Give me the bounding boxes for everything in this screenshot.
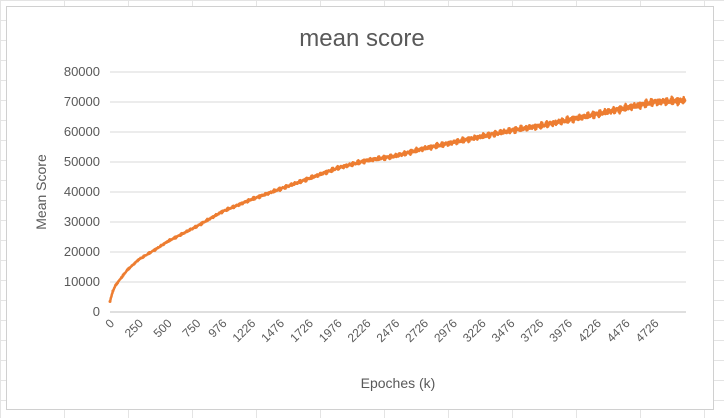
data-point: [120, 276, 124, 279]
data-point: [451, 141, 455, 144]
data-point: [652, 100, 656, 104]
x-tick-label: 1476: [258, 316, 287, 345]
y-tick-label: 10000: [64, 274, 100, 289]
data-point: [566, 118, 570, 122]
x-tick-label: 2976: [431, 316, 460, 345]
data-point: [508, 129, 512, 132]
y-tick-label: 80000: [64, 64, 100, 79]
data-point: [307, 177, 311, 180]
y-tick-label: 40000: [64, 184, 100, 199]
data-point: [422, 147, 426, 150]
x-tick-label: 3476: [489, 316, 518, 345]
x-tick-label: 2226: [345, 316, 374, 345]
x-tick-label: 0: [102, 316, 117, 331]
data-point: [537, 124, 541, 128]
x-tick-label: 3726: [518, 316, 547, 345]
data-point: [125, 268, 129, 272]
data-point: [336, 166, 340, 170]
chart-area[interactable]: [6, 6, 714, 410]
x-tick-label: 1976: [316, 316, 345, 345]
x-tick-label: 750: [179, 316, 203, 340]
x-tick-label: 250: [122, 316, 146, 340]
gridlines: [110, 71, 686, 313]
y-tick-label: 70000: [64, 94, 100, 109]
x-axis-label: Epoches (k): [361, 375, 436, 391]
data-point: [595, 112, 599, 116]
x-tick-label: 1726: [287, 316, 316, 345]
x-axis-ticks: 0 250 500 750 976 1226 1476 1726 1976 2226 2476 272…: [102, 316, 661, 345]
data-point: [278, 187, 282, 191]
data-point: [108, 300, 112, 303]
data-point: [114, 283, 118, 287]
x-tick-label: 1226: [230, 316, 259, 345]
x-tick-label: 2476: [374, 316, 403, 345]
data-point: [480, 135, 484, 138]
y-axis-label: Mean Score: [33, 154, 49, 230]
x-tick-label: 4726: [633, 316, 662, 345]
x-tick-label: 4476: [604, 316, 633, 345]
y-tick-label: 60000: [64, 124, 100, 139]
data-point: [111, 289, 115, 293]
y-tick-label: 20000: [64, 244, 100, 259]
data-point: [364, 159, 368, 162]
data-point: [393, 154, 397, 158]
data-point: [624, 106, 628, 110]
x-tick-label: 500: [151, 316, 175, 340]
data-point: [194, 225, 198, 228]
data-point: [137, 258, 141, 261]
data-point: [683, 99, 687, 102]
y-tick-label: 50000: [64, 154, 100, 169]
y-tick-label: 30000: [64, 214, 100, 229]
y-axis-ticks: 0 10000 20000 30000 40000 50000 60000 70000 8000…: [64, 64, 100, 319]
series-group: [108, 95, 687, 303]
x-tick-label: 4226: [575, 316, 604, 345]
data-point: [220, 210, 224, 213]
x-tick-label: 3226: [460, 316, 489, 345]
chart-title: mean score: [299, 25, 424, 52]
x-tick-label: 3976: [546, 316, 575, 345]
data-point: [249, 198, 253, 201]
y-tick-label: 0: [93, 304, 100, 319]
x-tick-label: 2726: [402, 316, 431, 345]
series-line-0[interactable]: [108, 95, 686, 302]
data-point: [166, 240, 170, 243]
x-tick-label: 976: [205, 316, 229, 340]
data-point: [154, 247, 158, 251]
